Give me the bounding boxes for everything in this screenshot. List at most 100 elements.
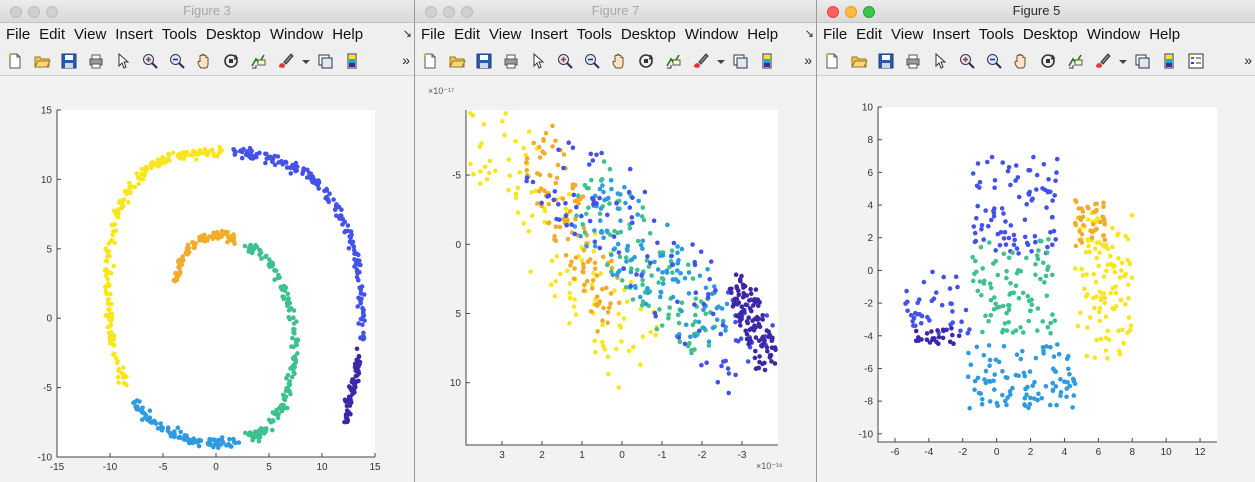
plot-canvas[interactable]: -6 -4 -2 0 2 4 6 8 10 12 -10 -8 -6 -4 -2 0 2 4 6 8 10 [817,76,1255,482]
colorbar-icon[interactable] [343,52,361,70]
close-window-icon[interactable] [425,6,437,18]
menu-desktop[interactable]: Desktop [205,26,261,43]
pointer-icon[interactable] [529,52,547,70]
zoom-in-icon[interactable] [556,52,574,70]
zoom-in-icon[interactable] [958,52,976,70]
title-bar[interactable]: Figure 3 [0,0,414,23]
menu-file[interactable]: File [823,26,848,43]
menu-tools[interactable]: Tools [576,26,612,43]
dropdown-arrow-icon[interactable] [297,52,310,70]
print-icon[interactable] [904,52,922,70]
menu-help[interactable]: Help [1149,26,1181,43]
scatter-point [115,207,120,213]
axes-area[interactable] [466,110,778,445]
print-icon[interactable] [502,52,520,70]
open-folder-icon[interactable] [850,52,868,70]
brush-icon[interactable] [691,52,709,70]
data-cursor-icon[interactable] [1066,52,1084,70]
new-file-icon[interactable] [6,52,24,70]
link-plot-icon[interactable] [1133,52,1151,70]
pan-hand-icon[interactable] [195,52,213,70]
print-icon[interactable] [87,52,105,70]
rotate-3d-icon[interactable] [637,52,655,70]
figure-window-7[interactable]: Figure 7 File Edit View Insert Tools Desktop W… [414,0,816,482]
dropdown-arrow-icon[interactable] [712,52,725,70]
brush-icon[interactable] [1093,52,1111,70]
pointer-icon[interactable] [931,52,949,70]
new-file-icon[interactable] [421,52,439,70]
menu-desktop[interactable]: Desktop [620,26,676,43]
scatter-point [1026,298,1032,304]
menu-file[interactable]: File [6,26,31,43]
title-bar[interactable]: Figure 7 [415,0,816,23]
menu-window[interactable]: Window [1086,26,1141,43]
zoom-out-icon[interactable] [583,52,601,70]
figure-window-5[interactable]: Figure 5 File Edit View Insert Tools Desktop W… [816,0,1255,482]
toolbar-overflow-icon[interactable]: » [804,52,812,68]
rotate-3d-icon[interactable] [222,52,240,70]
scatter-point [757,359,762,365]
link-plot-icon[interactable] [731,52,749,70]
close-window-icon[interactable] [10,6,22,18]
save-icon[interactable] [475,52,493,70]
plot-canvas[interactable]: -15 -10 -5 0 5 10 15 -10 -5 0 5 10 15 [0,76,414,482]
axes-area[interactable] [57,110,375,457]
dropdown-arrow-icon[interactable] [1114,52,1127,70]
zoom-out-icon[interactable] [168,52,186,70]
menu-insert[interactable]: Insert [115,26,153,43]
toolbar-overflow-icon[interactable]: » [1244,52,1252,68]
menu-help[interactable]: Help [332,26,364,43]
legend-icon[interactable] [1187,52,1205,70]
zoom-window-icon[interactable] [46,6,58,18]
menu-file[interactable]: File [421,26,446,43]
menu-overflow-icon[interactable]: ↘ [402,28,412,40]
open-folder-icon[interactable] [448,52,466,70]
pan-hand-icon[interactable] [610,52,628,70]
menu-edit[interactable]: Edit [856,26,883,43]
data-cursor-icon[interactable] [664,52,682,70]
menu-tools[interactable]: Tools [161,26,197,43]
open-folder-icon[interactable] [33,52,51,70]
brush-icon[interactable] [276,52,294,70]
zoom-window-icon[interactable] [863,6,875,18]
rotate-3d-icon[interactable] [1039,52,1057,70]
menu-window[interactable]: Window [684,26,739,43]
menu-help[interactable]: Help [747,26,779,43]
menu-insert[interactable]: Insert [530,26,568,43]
menu-window[interactable]: Window [269,26,324,43]
menu-insert[interactable]: Insert [932,26,970,43]
scatter-point [999,206,1005,211]
minimize-window-icon[interactable] [443,6,455,18]
minimize-window-icon[interactable] [28,6,40,18]
menu-edit[interactable]: Edit [39,26,66,43]
colorbar-icon[interactable] [1160,52,1178,70]
toolbar-overflow-icon[interactable]: » [402,52,410,68]
menu-view[interactable]: View [489,26,522,43]
scatter-plot[interactable]: -6 -4 -2 0 2 4 6 8 10 12 -10 -8 -6 -4 -2 0 2 4 6 8 10 [817,76,1255,482]
menu-view[interactable]: View [891,26,924,43]
menu-overflow-icon[interactable]: ↘ [804,28,814,40]
minimize-window-icon[interactable] [845,6,857,18]
colorbar-icon[interactable] [758,52,776,70]
figure-window-3[interactable]: Figure 3 File Edit View Insert Tools Desktop W… [0,0,414,482]
zoom-window-icon[interactable] [461,6,473,18]
menu-view[interactable]: View [74,26,107,43]
link-plot-icon[interactable] [316,52,334,70]
zoom-in-icon[interactable] [141,52,159,70]
scatter-point [194,157,199,162]
close-window-icon[interactable] [827,6,839,18]
title-bar[interactable]: Figure 5 [817,0,1255,23]
zoom-out-icon[interactable] [985,52,1003,70]
pointer-icon[interactable] [114,52,132,70]
save-icon[interactable] [60,52,78,70]
pan-hand-icon[interactable] [1012,52,1030,70]
data-cursor-icon[interactable] [249,52,267,70]
new-file-icon[interactable] [823,52,841,70]
menu-desktop[interactable]: Desktop [1022,26,1078,43]
plot-canvas[interactable]: 3 2 1 0 -1 -2 -3 -5 0 5 10 ×10⁻¹⁷ ×10⁻¹⁶ [415,76,816,482]
menu-edit[interactable]: Edit [454,26,481,43]
menu-tools[interactable]: Tools [978,26,1014,43]
save-icon[interactable] [877,52,895,70]
